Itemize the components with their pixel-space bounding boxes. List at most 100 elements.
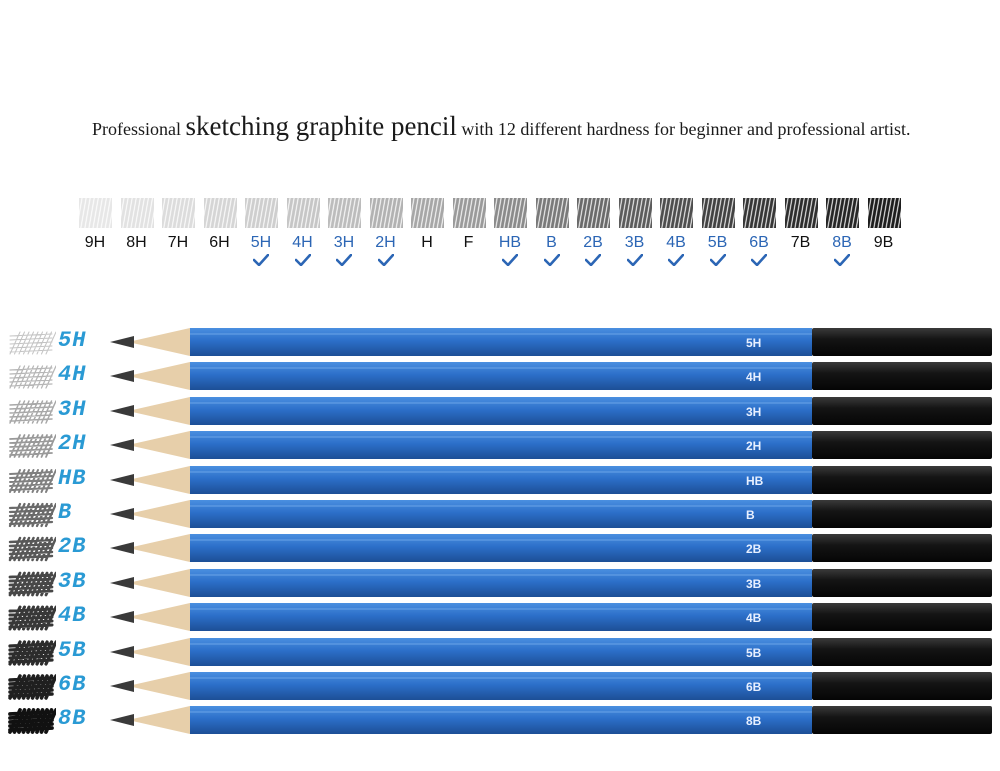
side-label-4b: 4B <box>58 603 87 629</box>
hardness-label-f: F <box>463 234 474 251</box>
hardness-swatch-9h <box>79 198 112 228</box>
hardness-swatch-6b <box>743 198 776 228</box>
pencil-5b: 5B <box>108 636 992 668</box>
pencil-end-cap <box>812 362 992 391</box>
pencil-barrel <box>190 328 812 356</box>
hardness-label-8h: 8H <box>126 234 147 251</box>
pencil-imprint-2b: 2B <box>746 542 762 557</box>
checkmark-icon <box>543 254 560 266</box>
pencil-end-cap <box>812 465 992 494</box>
hardness-swatch-hb <box>494 198 527 228</box>
pencil-imprint-hb: HB <box>746 473 764 488</box>
hardness-swatch-8b <box>826 198 859 228</box>
pencil-8b: 8B <box>108 704 992 736</box>
hardness-label-6b: 6B <box>749 234 769 251</box>
pencil-2h: 2H <box>108 429 992 461</box>
wood-tip <box>128 465 190 494</box>
hardness-swatch-7h <box>162 198 195 228</box>
hardness-swatch-3b <box>618 198 652 228</box>
wood-tip <box>128 568 190 597</box>
pencil-end-cap <box>812 568 992 597</box>
graphite-lead <box>110 336 134 348</box>
pencil-imprint-4b: 4B <box>746 611 762 626</box>
scribble-sample-5b <box>8 639 56 666</box>
scribble-sample-2b <box>8 537 56 562</box>
pencil-4b: 4B <box>108 601 992 633</box>
graphite-lead <box>110 611 134 624</box>
checkmark-icon <box>709 254 726 266</box>
pencil-hb: HB <box>108 464 992 496</box>
hardness-swatch-5h <box>245 198 278 228</box>
graphite-lead <box>110 473 134 486</box>
hardness-swatch-6h <box>203 198 237 228</box>
graphite-lead <box>110 404 134 417</box>
graphite-lead <box>110 645 134 658</box>
side-label-3b: 3B <box>58 568 87 594</box>
hardness-label-9b: 9B <box>873 234 894 251</box>
pencil-end-cap <box>812 637 992 666</box>
pencil-6b: 6B <box>108 670 992 702</box>
wood-tip <box>128 431 190 460</box>
pencil-barrel <box>190 637 812 666</box>
graphite-lead <box>110 370 134 383</box>
hardness-scale: 9H 8H 7H 6H 5H 4H 3H 2H H F HB B 2B 3B 4B 5B 6B 7B 8B 9B <box>75 198 905 278</box>
side-label-2b: 2B <box>58 534 87 560</box>
scribble-sample-2h <box>9 434 56 459</box>
pencil-barrel <box>190 500 812 528</box>
pencil-end-cap <box>812 431 992 460</box>
scribble-sample-8b <box>8 708 56 735</box>
checkmark-icon <box>668 254 684 266</box>
scribble-sample-4b <box>8 605 56 631</box>
wood-tip <box>128 534 190 563</box>
pencil-end-cap <box>812 396 992 425</box>
hardness-label-2b: 2B <box>583 234 603 251</box>
hardness-swatch-8h <box>120 198 154 228</box>
hardness-label-7b: 7B <box>790 234 811 251</box>
graphite-lead <box>110 508 134 520</box>
hardness-label-7h: 7H <box>167 234 189 251</box>
hardness-label-3h: 3H <box>333 234 355 251</box>
hardness-label-9h: 9H <box>84 234 106 251</box>
hardness-label-5b: 5B <box>707 234 728 251</box>
hardness-swatch-3h <box>328 198 361 228</box>
pencil-set: 5H 5H 4H 4H 3H 3H 2H 2H HB HB B B 2B 2B 3B 3B 4B 4B 5B 5B 6B… <box>0 322 1000 771</box>
graphite-lead <box>110 439 134 452</box>
hardness-swatch-9b <box>867 198 901 228</box>
scribble-sample-hb <box>9 468 56 493</box>
hardness-swatch-4b <box>660 198 693 228</box>
headline-emphasis: sketching graphite pencil <box>185 111 457 141</box>
hardness-label-3b: 3B <box>624 234 645 251</box>
wood-tip <box>128 328 190 356</box>
pencil-barrel <box>190 672 812 700</box>
pencil-imprint-3b: 3B <box>746 576 762 591</box>
pencil-barrel <box>190 534 812 563</box>
wood-tip <box>128 396 190 425</box>
hardness-label-8b: 8B <box>832 234 852 251</box>
graphite-lead <box>110 714 134 727</box>
checkmark-icon <box>834 254 850 266</box>
hardness-label-b: B <box>546 234 557 251</box>
wood-tip <box>128 637 190 666</box>
hardness-swatch-2h <box>369 198 403 228</box>
side-label-5b: 5B <box>58 637 87 663</box>
pencil-4h: 4H <box>108 360 992 392</box>
pencil-end-cap <box>812 706 992 735</box>
hardness-label-hb: HB <box>498 234 522 251</box>
headline: Professional sketching graphite pencil w… <box>92 112 952 143</box>
pencil-imprint-5b: 5B <box>746 645 762 660</box>
scribble-sample-6b <box>8 674 56 700</box>
hardness-label-6h: 6H <box>209 234 230 251</box>
pencil-barrel <box>190 396 812 425</box>
pencil-b: B <box>108 498 992 530</box>
hardness-swatch-4h <box>286 198 320 228</box>
pencil-imprint-2h: 2H <box>746 439 762 454</box>
pencil-end-cap <box>812 672 992 700</box>
graphite-lead <box>110 576 134 589</box>
hardness-label-4h: 4H <box>292 234 313 251</box>
hardness-swatch-7b <box>784 198 818 228</box>
hardness-label-h: H <box>421 234 433 251</box>
checkmark-icon <box>585 254 601 266</box>
wood-tip <box>128 362 190 391</box>
hardness-swatch-2b <box>577 198 610 228</box>
pencil-end-cap <box>812 500 992 528</box>
